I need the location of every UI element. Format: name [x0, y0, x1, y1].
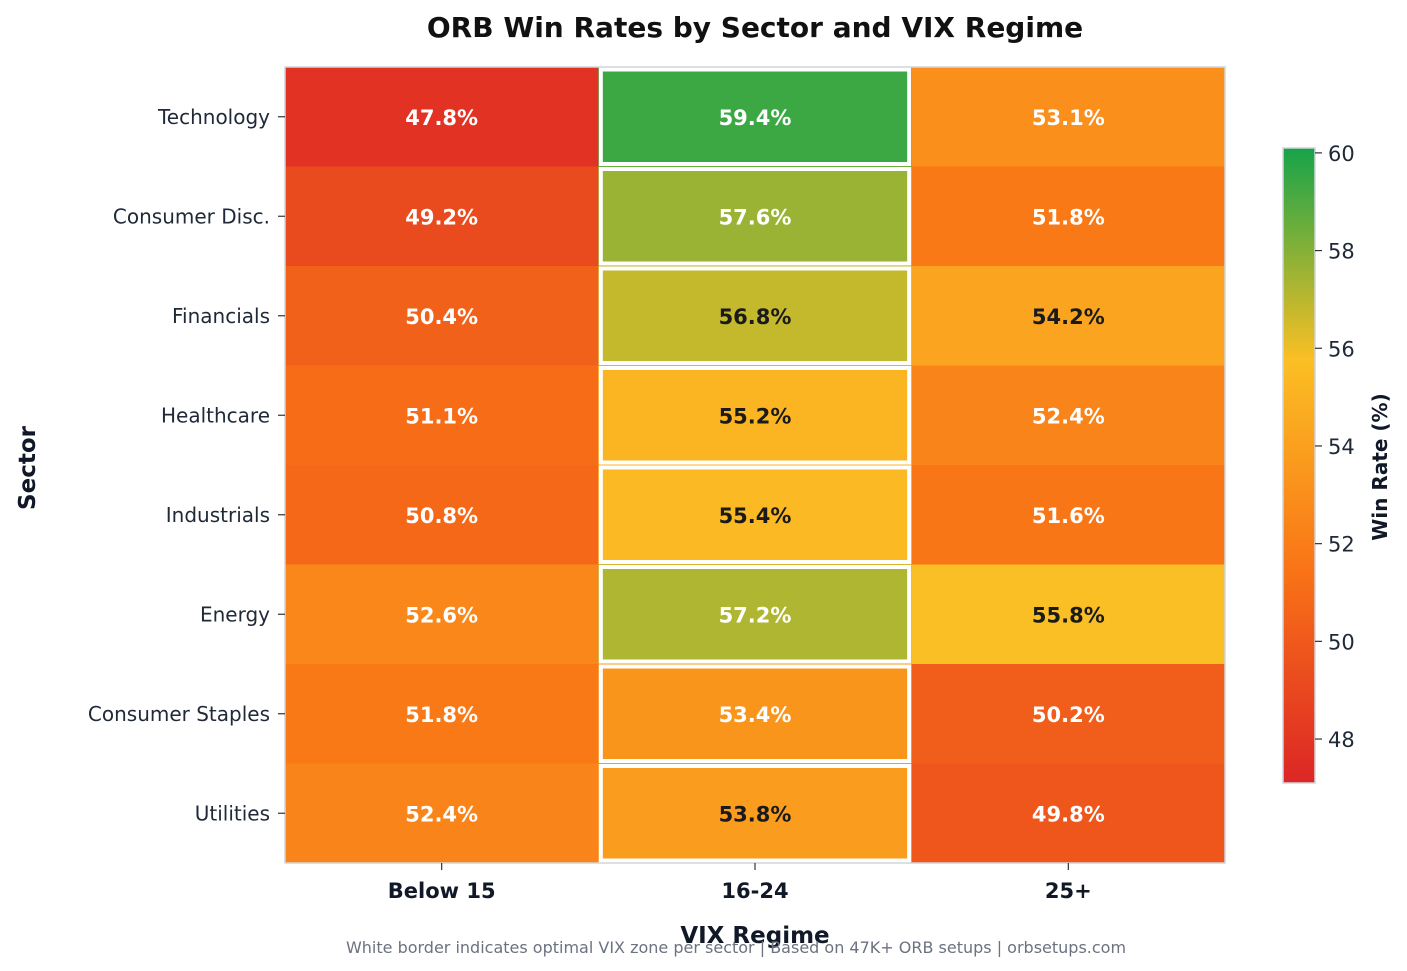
x-axis-ticks: Below 15 16-24 25+: [388, 863, 1092, 903]
heatmap-cell: [285, 465, 599, 565]
cell-value-label: 55.2%: [719, 404, 792, 428]
heatmap-cell: [285, 266, 599, 366]
y-tick-label: Technology: [157, 105, 270, 129]
cell-value-label: 53.8%: [719, 802, 792, 826]
optimal-zone-border: [598, 67, 912, 166]
cell-value-label: 50.2%: [1032, 703, 1105, 727]
heatmap-cell: [285, 664, 599, 764]
x-tick-label: 25+: [1045, 879, 1092, 903]
heatmap-cell: [911, 465, 1226, 565]
colorbar-tick-label: 60: [1328, 142, 1355, 166]
heatmap-cell: [598, 763, 913, 864]
heatmap-cell: [911, 67, 1226, 167]
cell-value-label: 53.1%: [1032, 106, 1105, 130]
colorbar-gradient: [1282, 147, 1316, 784]
cell-value-label: 53.4%: [719, 703, 792, 727]
y-tick-label: Energy: [200, 602, 270, 626]
cell-value-label: 56.8%: [719, 305, 792, 329]
cell-value-label: 52.4%: [405, 802, 478, 826]
y-tick-label: Consumer Disc.: [113, 204, 270, 228]
y-axis-title: Sector: [15, 425, 41, 510]
chart-title: ORB Win Rates by Sector and VIX Regime: [427, 11, 1083, 44]
colorbar: 48 50 52 54 56 58 60: [1282, 142, 1355, 784]
heatmap-cell: [911, 166, 1226, 267]
cell-value-label: 51.8%: [1032, 205, 1105, 229]
cell-value-label: 50.8%: [405, 504, 478, 528]
cell-value-label: 51.1%: [405, 404, 478, 428]
heatmap-cell: [285, 166, 599, 267]
optimal-zone-border: [598, 465, 912, 564]
colorbar-title: Win Rate (%): [1368, 393, 1392, 540]
y-tick-label: Financials: [172, 304, 270, 328]
heatmap-cell: [598, 664, 913, 764]
heatmap-cell: [598, 465, 913, 565]
cell-value-label: 47.8%: [405, 106, 478, 130]
heatmap-cell: [911, 564, 1226, 665]
optimal-zone-border: [598, 565, 912, 664]
cell-value-label: 57.6%: [719, 205, 792, 229]
x-tick-label: Below 15: [388, 879, 496, 903]
heatmap-cell: [911, 365, 1226, 466]
x-axis-title: VIX Regime: [680, 923, 829, 949]
heatmap-cell: [598, 67, 913, 167]
optimal-zone-border: [598, 167, 912, 266]
colorbar-tick-label: 54: [1328, 435, 1355, 459]
y-tick-label: Utilities: [195, 801, 270, 825]
cell-value-label: 51.8%: [405, 703, 478, 727]
heatmap-cell: [911, 664, 1226, 764]
colorbar-tick-label: 58: [1328, 240, 1355, 264]
cell-value-label: 51.6%: [1032, 504, 1105, 528]
colorbar-tick-label: 48: [1328, 728, 1355, 752]
colorbar-tick-label: 50: [1328, 630, 1355, 654]
cell-value-label: 49.2%: [405, 205, 478, 229]
heatmap-cell: [911, 266, 1226, 366]
optimal-zone-border: [598, 266, 912, 365]
heatmap-cell: [598, 266, 913, 366]
cell-value-label: 55.4%: [719, 504, 792, 528]
cell-value-label: 59.4%: [719, 106, 792, 130]
optimal-zone-border: [598, 664, 912, 763]
colorbar-tick-label: 52: [1328, 533, 1355, 557]
heatmap-cell: [285, 763, 599, 864]
y-tick-label: Industrials: [166, 503, 270, 527]
cell-value-label: 50.4%: [405, 305, 478, 329]
x-tick-label: 16-24: [721, 879, 788, 903]
cell-value-label: 57.2%: [719, 603, 792, 627]
heatmap-cell: [285, 365, 599, 466]
cell-value-labels: 47.8% 59.4% 53.1% 49.2% 57.6% 51.8% 50.4% 56.8%…: [405, 106, 1105, 827]
cell-value-label: 52.6%: [405, 603, 478, 627]
cell-value-label: 55.8%: [1032, 603, 1105, 627]
heatmap-cell: [598, 166, 913, 267]
colorbar-tick-label: 56: [1328, 337, 1355, 361]
cell-value-label: 52.4%: [1032, 404, 1105, 428]
optimal-zone-border: [598, 366, 912, 465]
heatmap-cell: [285, 564, 599, 665]
heatmap-cell: [285, 67, 599, 167]
cell-value-label: 49.8%: [1032, 802, 1105, 826]
heatmap-cells: [285, 67, 1226, 864]
heatmap-cell: [598, 365, 913, 466]
y-axis-ticks: Technology Consumer Disc. Financials Health…: [88, 105, 285, 825]
heatmap-cell: [598, 564, 913, 665]
optimal-zone-border: [598, 764, 912, 863]
footnote: White border indicates optimal VIX zone …: [346, 938, 1126, 957]
y-tick-label: Healthcare: [161, 403, 270, 427]
heatmap-cell: [911, 763, 1226, 864]
cell-value-label: 54.2%: [1032, 305, 1105, 329]
y-tick-label: Consumer Staples: [88, 702, 270, 726]
